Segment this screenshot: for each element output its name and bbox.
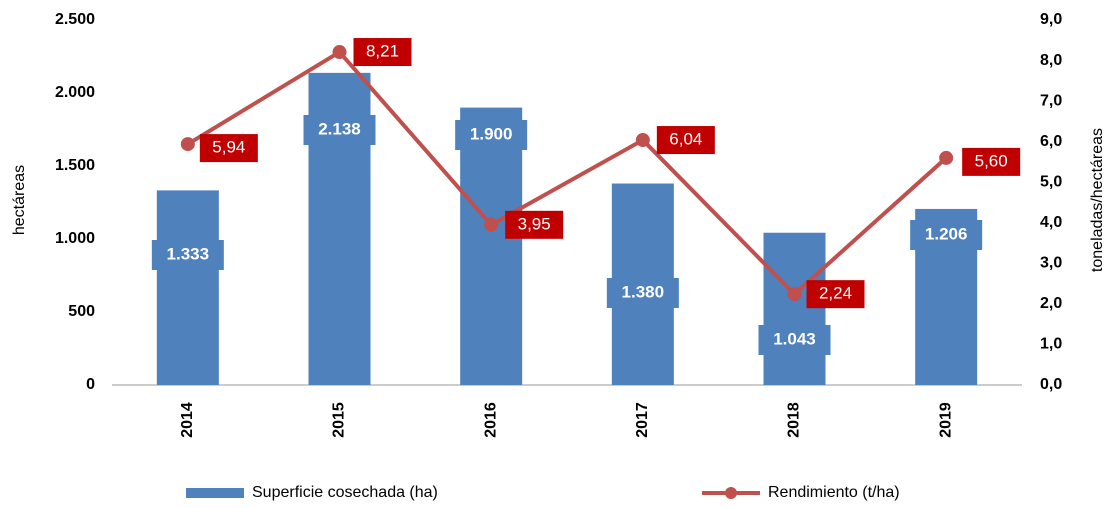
- bar-label: 1.333: [167, 244, 210, 263]
- y-tick-label: 1.500: [55, 157, 95, 174]
- y2-tick-label: 4,0: [1040, 214, 1062, 231]
- x-tick-label: 2018: [786, 402, 803, 438]
- y-tick-label: 500: [68, 303, 95, 320]
- x-tick-label: 2014: [179, 402, 196, 438]
- line-label-box: [962, 147, 1021, 176]
- line-label: 3,95: [518, 214, 551, 233]
- x-tick-label: 2019: [937, 402, 954, 438]
- y-tick-label: 2.000: [55, 84, 95, 101]
- y-tick-label: 2.500: [55, 11, 95, 28]
- bar-label: 2.138: [318, 119, 361, 138]
- bar-label-box: [455, 120, 528, 150]
- bar: [460, 107, 523, 385]
- bar-label-box: [606, 278, 679, 308]
- line-label: 2,24: [819, 284, 852, 303]
- line-label: 8,21: [366, 42, 399, 61]
- line-marker: [787, 287, 802, 302]
- line-marker: [635, 133, 650, 148]
- bar-label-box: [910, 220, 983, 250]
- x-tick-label: 2016: [482, 402, 499, 438]
- y2-tick-label: 9,0: [1040, 11, 1062, 28]
- y2-tick-label: 0,0: [1040, 376, 1062, 393]
- bar-label: 1.900: [470, 124, 513, 143]
- bar: [763, 232, 826, 385]
- line-label: 5,94: [212, 138, 245, 157]
- bar-label-box: [303, 115, 376, 145]
- legend-label: Rendimiento (t/ha): [768, 484, 900, 501]
- line-label: 6,04: [669, 130, 702, 149]
- y2-tick-label: 2,0: [1040, 295, 1062, 312]
- line-label: 5,60: [975, 151, 1008, 170]
- line-label-box: [353, 38, 412, 67]
- y-axis-title: hectáreas: [11, 165, 28, 235]
- line-label-box: [505, 210, 564, 239]
- y-tick-label: 0: [86, 376, 95, 393]
- y-tick-label: 1.000: [55, 230, 95, 247]
- line-marker: [484, 217, 499, 232]
- y2-tick-label: 7,0: [1040, 92, 1062, 109]
- y2-tick-label: 5,0: [1040, 173, 1062, 190]
- legend-swatch: [186, 488, 244, 498]
- line-label-box: [656, 126, 715, 155]
- x-tick-label: 2017: [634, 402, 651, 438]
- bar-label: 1.380: [622, 282, 665, 301]
- bar-label-box: [151, 240, 224, 270]
- legend-marker: [725, 487, 737, 499]
- y2-axis-title: toneladas/hectáreas: [1089, 128, 1106, 272]
- x-tick-label: 2015: [331, 402, 348, 438]
- line-label-box: [199, 134, 258, 163]
- line-label-box: [806, 280, 865, 309]
- bar-label: 1.206: [925, 224, 968, 243]
- bar-label-box: [758, 325, 831, 355]
- line-marker: [180, 137, 195, 152]
- y2-tick-label: 6,0: [1040, 133, 1062, 150]
- line-marker: [332, 45, 347, 60]
- line-marker: [939, 150, 954, 165]
- legend-label: Superficie cosechada (ha): [252, 484, 438, 501]
- bar: [156, 190, 219, 385]
- bar-label: 1.043: [773, 329, 816, 348]
- y2-tick-label: 3,0: [1040, 255, 1062, 272]
- y2-tick-label: 1,0: [1040, 336, 1062, 353]
- y2-tick-label: 8,0: [1040, 52, 1062, 69]
- line: [186, 49, 948, 297]
